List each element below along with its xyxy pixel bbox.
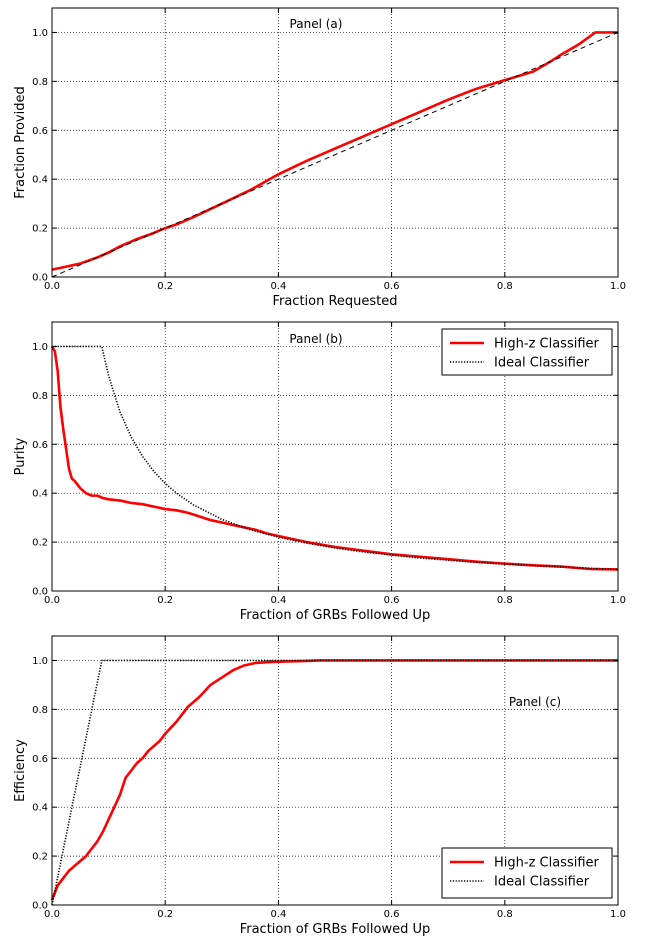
x-tick-label: 0.4 (270, 909, 286, 920)
y-tick-label: 0.8 (32, 77, 48, 88)
y-tick-label: 0.6 (32, 126, 48, 137)
y-tick-label: 0.2 (32, 224, 48, 235)
x-tick-label: 0.0 (44, 595, 60, 606)
y-tick-label: 0.8 (32, 391, 48, 402)
legend-label: Ideal Classifier (494, 356, 590, 371)
x-tick-label: 0.0 (44, 909, 60, 920)
panel-a: 0.0 0.2 0.4 0.6 0.8 1.0 0.0 0.2 0.4 0.6 0.8 1.0 Frac… (13, 7, 626, 309)
y-tick-label: 0.0 (32, 273, 48, 284)
x-axis-label: Fraction Requested (272, 294, 397, 309)
legend-label: Ideal Classifier (494, 875, 590, 890)
x-tick-label: 1.0 (610, 281, 626, 292)
ideal-classifier-line (52, 345, 619, 571)
solid-reference-line (51, 31, 618, 271)
y-tick-label: 0.2 (32, 538, 48, 549)
x-tick-label: 0.4 (270, 281, 286, 292)
panel-b: 0.0 0.2 0.4 0.6 0.8 1.0 0.0 0.2 0.4 0.6 0.8 1.0 Frac… (13, 321, 626, 623)
panel-annotation: Panel (a) (290, 17, 343, 31)
legend-label: High-z Classifier (494, 856, 600, 871)
plot-frame (51, 7, 619, 278)
legend: High-z Classifier Ideal Classifier (441, 847, 613, 899)
x-axis-label: Fraction of GRBs Followed Up (240, 608, 431, 623)
y-tick-label: 0.6 (32, 440, 48, 451)
x-tick-label: 0.6 (384, 281, 400, 292)
x-axis-label: Fraction of GRBs Followed Up (240, 922, 431, 937)
legend-box (441, 847, 613, 899)
y-tick-label: 1.0 (32, 656, 48, 667)
y-tick-label: 0.2 (32, 852, 48, 863)
plot-frame (51, 321, 619, 592)
y-tick-label: 1.0 (32, 342, 48, 353)
ideal-classifier-line (51, 659, 618, 906)
y-axis-label: Purity (13, 437, 28, 475)
x-tick-label: 0.2 (157, 281, 173, 292)
y-tick-label: 1.0 (32, 28, 48, 39)
y-tick-label: 0.6 (32, 754, 48, 765)
y-axis-label: Efficiency (13, 739, 28, 802)
y-tick-label: 0.4 (32, 803, 48, 814)
x-tick-label: 0.8 (497, 281, 513, 292)
y-tick-label: 0.4 (32, 175, 48, 186)
x-tick-label: 0.8 (497, 909, 513, 920)
x-tick-label: 1.0 (610, 595, 626, 606)
panel-annotation: Panel (c) (509, 695, 561, 709)
y-tick-label: 0.8 (32, 705, 48, 716)
x-tick-label: 0.2 (157, 909, 173, 920)
x-tick-label: 1.0 (610, 909, 626, 920)
x-tick-label: 0.0 (44, 281, 60, 292)
x-tick-label: 0.6 (384, 595, 400, 606)
panel-annotation: Panel (b) (289, 332, 342, 346)
y-tick-label: 0.4 (32, 489, 48, 500)
x-tick-label: 0.4 (270, 595, 286, 606)
y-axis-label: Fraction Provided (13, 86, 28, 198)
plot-frame (51, 635, 619, 906)
x-tick-label: 0.6 (384, 909, 400, 920)
x-tick-label: 0.8 (497, 595, 513, 606)
legend-box (441, 328, 613, 376)
dashed-reference-line (51, 31, 619, 278)
x-tick-label: 0.2 (157, 595, 173, 606)
legend: High-z Classifier Ideal Classifier (441, 328, 613, 376)
y-tick-label: 0.0 (32, 587, 48, 598)
high-z-classifier-line (50, 345, 619, 571)
y-tick-label: 0.0 (32, 901, 48, 912)
legend-label: High-z Classifier (494, 337, 600, 352)
panel-c: 0.0 0.2 0.4 0.6 0.8 1.0 0.0 0.2 0.4 0.6 0.8 1.0 Frac… (13, 635, 626, 937)
